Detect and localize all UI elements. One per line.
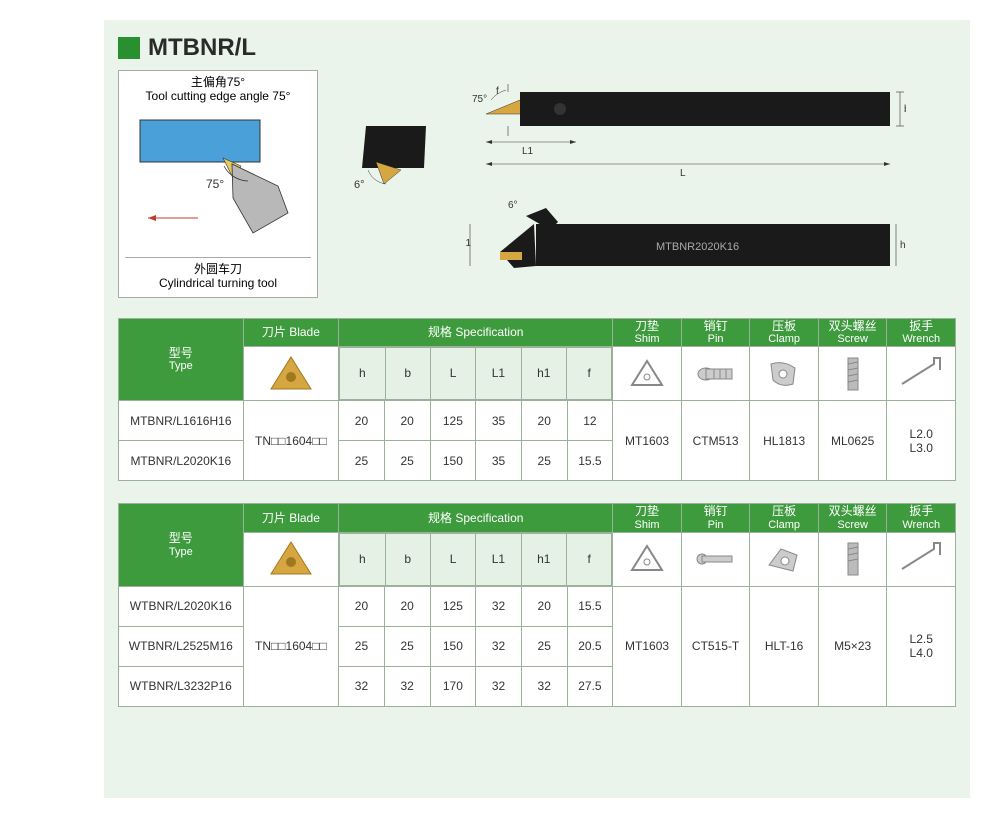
title-bar: MTBNR/L: [118, 34, 956, 62]
edge-top-en: Tool cutting edge angle 75°: [146, 89, 291, 103]
svg-text:75°: 75°: [472, 94, 487, 105]
edge-top-label: 主偏角75° Tool cutting edge angle 75°: [125, 75, 311, 104]
clamp-icon: [763, 541, 805, 577]
triangle-insert-icon: [267, 353, 315, 395]
title-text: MTBNR/L: [148, 34, 256, 62]
tool-side-svg: MTBNR2020K16 h1 h 6°: [466, 200, 906, 288]
tip-detail-svg: 6°: [336, 118, 456, 198]
t2-wrench: L2.5 L4.0: [887, 586, 956, 706]
hdr-clamp: 压板Clamp: [750, 318, 819, 347]
hdr-shim: 刀垫Shim: [613, 318, 682, 347]
t2-shim: MT1603: [613, 586, 682, 706]
screw-icon: [818, 347, 887, 401]
dim-h1: h1: [466, 238, 472, 249]
title-marker: [118, 37, 140, 59]
wrench-icon: [896, 541, 946, 577]
dim-f: f: [496, 86, 499, 97]
t2-screw: M5×23: [818, 586, 887, 706]
hdr-type: 型号Type: [119, 318, 244, 401]
spec-table-2: 型号Type 刀片 Blade 规格 Specification 刀垫Shim …: [118, 503, 956, 707]
hdr-screw: 双头螺丝Screw: [818, 318, 887, 347]
model-label: MTBNR2020K16: [656, 241, 739, 253]
t2-pin: CT515-T: [681, 586, 750, 706]
t1-clamp: HL1813: [750, 401, 819, 481]
hdr-spec: 规格 Specification: [339, 318, 613, 347]
t1-wrench: L2.0 L3.0: [887, 401, 956, 481]
spacer: [118, 481, 956, 503]
pin-icon: [681, 347, 750, 401]
svg-text:6°: 6°: [354, 179, 365, 191]
t1-type-1: MTBNR/L2020K16: [119, 441, 244, 481]
shim-icon: [626, 540, 668, 578]
wrench-icon: [887, 347, 956, 401]
t2-type-2: WTBNR/L3232P16: [119, 666, 244, 706]
t1-shim: MT1603: [613, 401, 682, 481]
edge-bottom-label: 外圆车刀 Cylindrical turning tool: [125, 257, 311, 291]
dim-b: b: [904, 104, 906, 115]
triangle-insert-icon: [267, 538, 315, 580]
t1-type-0: MTBNR/L1616H16: [119, 401, 244, 441]
t2-clamp: HLT-16: [750, 586, 819, 706]
edge-diagram-svg: 75°: [125, 108, 311, 248]
hdr-wrench: 扳手Wrench: [887, 318, 956, 347]
hdr-pin: 销钉Pin: [681, 318, 750, 347]
screw-icon: [832, 539, 874, 579]
dim-l1: L1: [522, 146, 534, 157]
dim-l: L: [680, 168, 686, 179]
spec-cols-group: hbLL1h1f: [339, 347, 613, 401]
pin-icon: [692, 544, 740, 574]
tool-top-svg: f b L1 L 75°: [466, 80, 906, 190]
page: MTBNR/L 主偏角75° Tool cutting edge angle 7…: [0, 0, 1000, 818]
clamp-icon: [750, 347, 819, 401]
technical-drawings: 6° f b L1 L: [336, 70, 956, 295]
edge-top-cn: 主偏角75°: [191, 75, 245, 89]
edge-bottom-cn: 外圆车刀: [194, 262, 242, 276]
dim-h: h: [900, 240, 906, 251]
t2-type-0: WTBNR/L2020K16: [119, 586, 244, 626]
hdr-type-2: 型号Type: [119, 504, 244, 587]
svg-text:6°: 6°: [508, 200, 518, 211]
blade-icon-cell: [243, 347, 339, 401]
spec-table-1: 型号Type 刀片 Blade 规格 Specification 刀垫Shim …: [118, 318, 956, 482]
edge-bottom-en: Cylindrical turning tool: [159, 276, 277, 290]
sheet: MTBNR/L 主偏角75° Tool cutting edge angle 7…: [104, 20, 970, 798]
shim-icon: [613, 347, 682, 401]
t1-pin: CTM513: [681, 401, 750, 481]
diagram-row: 主偏角75° Tool cutting edge angle 75° 75° 外…: [118, 70, 956, 298]
svg-text:75°: 75°: [206, 177, 224, 191]
edge-angle-box: 主偏角75° Tool cutting edge angle 75° 75° 外…: [118, 70, 318, 298]
hdr-blade: 刀片 Blade: [243, 318, 339, 347]
t2-type-1: WTBNR/L2525M16: [119, 626, 244, 666]
t1-blade: TN□□1604□□: [243, 401, 339, 481]
t2-blade: TN□□1604□□: [243, 586, 339, 706]
t1-screw: ML0625: [818, 401, 887, 481]
